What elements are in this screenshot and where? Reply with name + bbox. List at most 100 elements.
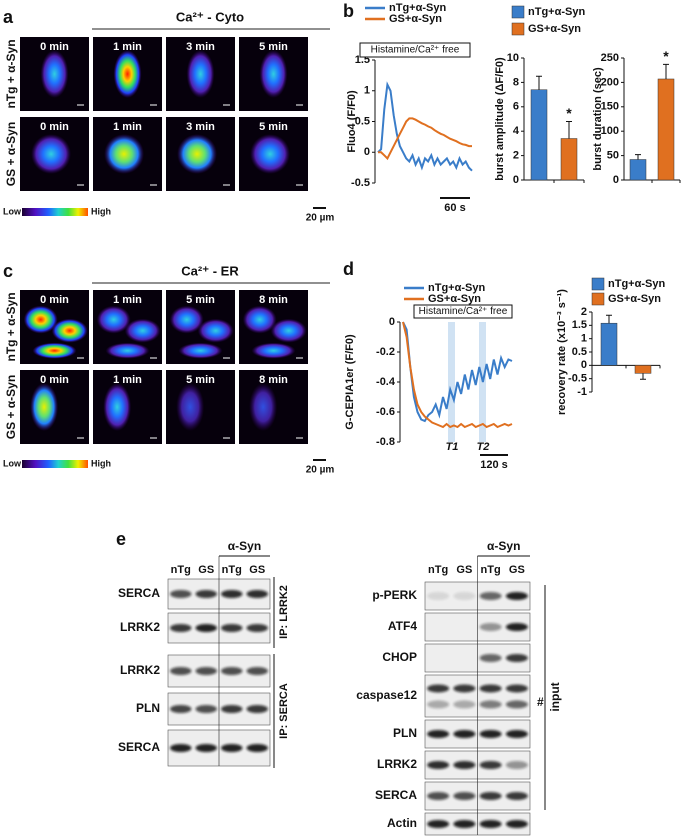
y-tick-label: 200 (601, 76, 619, 88)
legend-swatch (511, 22, 525, 36)
protein-label: LRRK2 (120, 620, 160, 634)
band (427, 792, 450, 800)
cell (32, 342, 77, 359)
cell (242, 305, 277, 334)
bar (629, 159, 647, 181)
protein-label: PLN (136, 701, 160, 715)
band (479, 684, 502, 693)
band (170, 705, 192, 713)
band (453, 820, 476, 828)
ip-label: IP: LRRK2 (278, 585, 290, 639)
cell (249, 383, 278, 431)
cell (251, 342, 296, 359)
band (246, 590, 268, 598)
cell (30, 383, 59, 431)
legend-label: GS+α-Syn (428, 293, 481, 305)
error-bar (606, 314, 612, 324)
legend-label: nTg+α-Syn (608, 278, 665, 290)
input-label: input (548, 682, 562, 711)
colorbar (22, 460, 88, 468)
colorbar-low: Low (3, 458, 22, 468)
cell (270, 318, 307, 343)
scale-label: 120 s (480, 459, 508, 471)
time-label: 5 min (186, 294, 215, 306)
colorbar (22, 208, 88, 216)
group-label: α-Syn (228, 539, 261, 553)
bar (600, 322, 618, 366)
time-label: 3 min (186, 121, 215, 133)
cell (178, 342, 223, 359)
time-window (448, 322, 455, 442)
time-label: 0 min (40, 121, 69, 133)
protein-label: p-PERK (372, 588, 417, 602)
legend-label: GS+α-Syn (528, 23, 581, 35)
protein-label: LRRK2 (120, 663, 160, 677)
legend-swatch (591, 277, 605, 291)
band (453, 730, 476, 738)
time-label: 1 min (113, 121, 142, 133)
y-tick-label: 4 (513, 125, 520, 137)
row-label: GS + α-Syn (4, 122, 18, 186)
band (195, 705, 217, 713)
cell (103, 383, 132, 431)
y-tick-label: -0.6 (376, 406, 395, 418)
error-bar (635, 154, 641, 160)
band (453, 592, 476, 600)
cell (259, 50, 288, 98)
band (170, 744, 192, 752)
y-tick-label: 2 (581, 306, 587, 318)
y-tick-label: 0 (613, 174, 619, 186)
band (427, 761, 450, 769)
trace (377, 81, 473, 172)
row-label: GS + α-Syn (4, 375, 18, 439)
significance: * (566, 105, 572, 121)
legend-label: nTg+α-Syn (428, 282, 485, 294)
y-tick-label: 10 (507, 52, 519, 64)
y-tick-label: 0 (581, 359, 587, 371)
y-axis-title: recovery rate (x10⁻³ s⁻¹) (556, 289, 568, 415)
band (505, 730, 528, 738)
colorbar-high: High (91, 206, 111, 216)
y-tick-label: -0.4 (376, 376, 396, 388)
band (427, 592, 450, 600)
band (479, 730, 502, 738)
y-axis-title: burst duration (sec) (592, 67, 604, 171)
band (195, 624, 217, 632)
protein-label: PLN (393, 726, 417, 740)
band (170, 624, 192, 632)
protein-label: CHOP (382, 650, 417, 664)
time-label: 5 min (259, 121, 288, 133)
lane-label: nTg (222, 564, 242, 576)
band (246, 705, 268, 713)
ip-label: IP: SERCA (278, 683, 290, 739)
legend-label: GS+α-Syn (389, 13, 442, 25)
scale-label: 20 µm (306, 465, 335, 476)
colorbar-low: Low (3, 206, 22, 216)
band (195, 667, 217, 675)
band (479, 592, 502, 600)
time-label: 5 min (259, 41, 288, 53)
legend-label: nTg+α-Syn (528, 6, 585, 18)
band (453, 684, 476, 693)
cell (177, 134, 218, 174)
time-window-label: T1 (446, 441, 459, 453)
treatment-label: Histamine/Ca²⁺ free (371, 45, 460, 56)
group-label: α-Syn (487, 539, 520, 553)
cell (113, 50, 142, 98)
panel-label: d (343, 259, 354, 279)
protein-label: SERCA (118, 740, 160, 754)
band (427, 700, 450, 709)
band (479, 623, 502, 631)
row-label: nTg + α-Syn (4, 292, 18, 361)
legend-label: GS+α-Syn (608, 293, 661, 305)
colorbar-high: High (91, 458, 111, 468)
time-window-label: T2 (477, 441, 490, 453)
error-bar (566, 120, 572, 139)
time-label: 0 min (40, 294, 69, 306)
time-label: 8 min (259, 294, 288, 306)
band (479, 761, 502, 769)
band (221, 705, 243, 713)
row-label: nTg + α-Syn (4, 39, 18, 108)
lane-label: nTg (428, 564, 448, 576)
